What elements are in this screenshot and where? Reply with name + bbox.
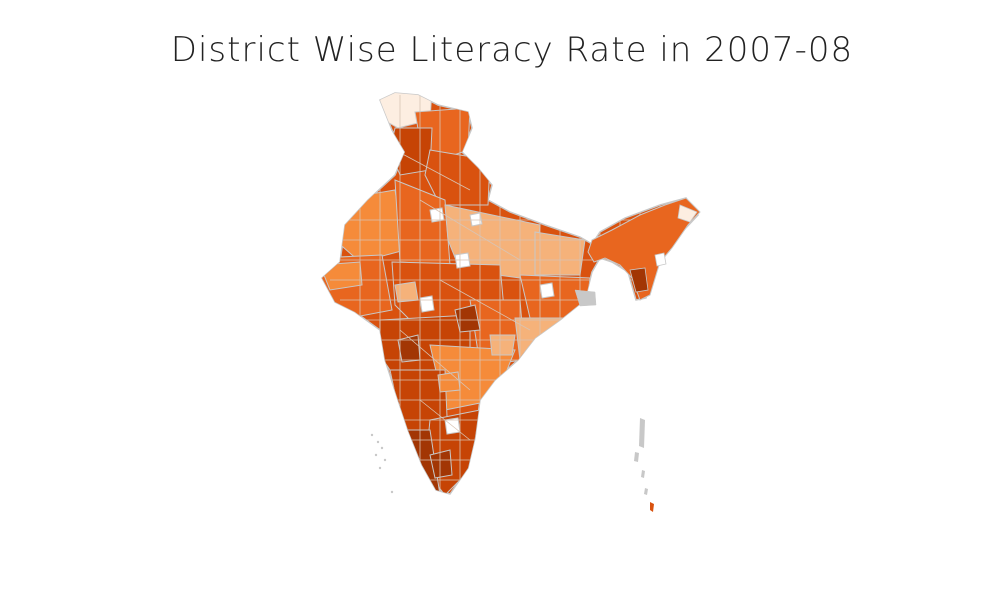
grey-area-east [574,289,597,307]
northeast-no-data [654,252,667,267]
region-light-1 [489,334,516,356]
region-no-data-5 [544,207,563,223]
northeast-light [677,204,698,223]
region-dark-2 [397,334,421,363]
region-dark-1 [454,304,481,333]
region-light-2 [394,281,419,303]
andaman-nicobar-islands [634,418,654,512]
map-title: District Wise Literacy Rate in 2007-08 [170,30,854,70]
district-regions [322,93,698,494]
region-dark-3 [429,449,453,479]
region-light-3 [437,371,461,393]
northeast-dark [629,267,649,293]
region-punjab [389,127,433,176]
lakshadweep-islands [370,433,394,494]
region-no-data-2 [454,252,471,269]
region-no-data-7 [469,212,483,227]
region-no-data-3 [419,295,435,313]
region-no-data-4 [539,282,555,299]
